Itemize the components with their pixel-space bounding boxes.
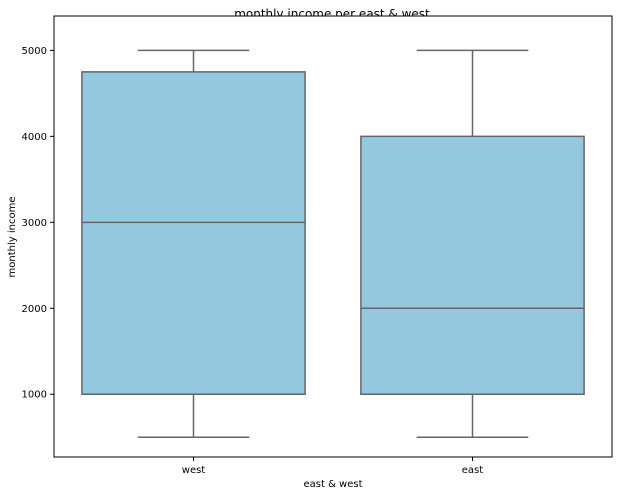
y-tick-label: 3000 <box>22 218 47 229</box>
y-tick-label: 4000 <box>22 132 47 143</box>
boxes-layer <box>81 49 585 438</box>
y-axis-title: monthly income <box>7 197 18 278</box>
y-tick-label: 2000 <box>22 304 47 315</box>
x-axis-title: east & west <box>303 479 362 490</box>
box-west <box>81 49 306 438</box>
y-tick-label: 1000 <box>22 390 47 401</box>
box-iqr <box>360 135 585 395</box>
box-east <box>360 49 585 438</box>
y-tick-label: 5000 <box>22 46 47 57</box>
x-tick-label: west <box>182 465 206 476</box>
box-iqr <box>81 71 306 395</box>
x-tick-label: east <box>462 465 483 476</box>
x-axis: west east <box>182 457 483 476</box>
y-axis: 1000 2000 3000 4000 5000 <box>22 46 54 401</box>
